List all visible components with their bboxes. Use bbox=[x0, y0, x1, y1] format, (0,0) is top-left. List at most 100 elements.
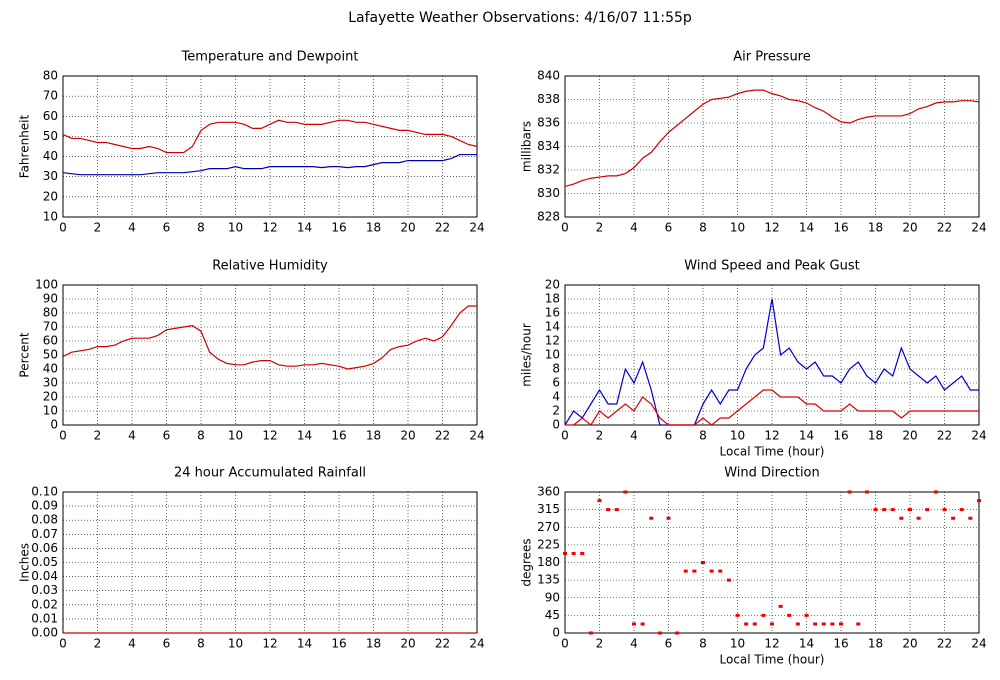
x-tick-label: 2 bbox=[596, 429, 604, 443]
data-point bbox=[813, 622, 818, 626]
x-tick-label: 24 bbox=[469, 637, 484, 651]
x-tick-label: 2 bbox=[94, 221, 102, 235]
y-tick-label: 0.08 bbox=[31, 513, 58, 527]
y-axis-label: Fahrenheit bbox=[18, 114, 32, 178]
x-tick-label: 18 bbox=[868, 429, 883, 443]
y-tick-label: 828 bbox=[537, 210, 560, 224]
y-tick-label: 315 bbox=[537, 502, 560, 516]
x-tick-label: 10 bbox=[730, 221, 745, 235]
data-point bbox=[795, 622, 800, 626]
y-tick-label: 834 bbox=[537, 139, 560, 153]
data-point bbox=[580, 551, 585, 555]
y-tick-label: 10 bbox=[43, 210, 58, 224]
x-tick-label: 12 bbox=[764, 429, 779, 443]
x-tick-label: 8 bbox=[699, 637, 707, 651]
data-point bbox=[890, 508, 895, 512]
series-line bbox=[62, 153, 477, 176]
y-tick-label: 832 bbox=[537, 163, 560, 177]
x-tick-label: 22 bbox=[937, 429, 952, 443]
y-tick-label: 135 bbox=[537, 573, 560, 587]
x-tick-label: 6 bbox=[163, 637, 171, 651]
panel-title: Wind Direction bbox=[724, 466, 820, 481]
x-tick-label: 10 bbox=[730, 429, 745, 443]
y-tick-label: 80 bbox=[43, 306, 58, 320]
y-tick-label: 838 bbox=[537, 92, 560, 106]
data-point bbox=[683, 569, 688, 573]
x-tick-label: 2 bbox=[596, 221, 604, 235]
y-tick-label: 8 bbox=[552, 362, 560, 376]
x-tick-label: 24 bbox=[971, 637, 986, 651]
data-point bbox=[606, 508, 611, 512]
x-tick-label: 2 bbox=[94, 429, 102, 443]
x-tick-label: 4 bbox=[128, 637, 136, 651]
data-point bbox=[821, 622, 826, 626]
data-point bbox=[770, 622, 774, 626]
y-tick-label: 0 bbox=[552, 626, 560, 640]
x-tick-label: 4 bbox=[128, 221, 136, 235]
series-line bbox=[62, 119, 478, 154]
x-tick-label: 12 bbox=[764, 637, 779, 651]
x-tick-label: 8 bbox=[699, 221, 707, 235]
x-tick-label: 24 bbox=[469, 221, 484, 235]
x-tick-label: 14 bbox=[297, 221, 312, 235]
data-point bbox=[632, 622, 636, 626]
x-tick-label: 22 bbox=[435, 637, 450, 651]
plot-frame bbox=[564, 75, 980, 218]
x-tick-label: 14 bbox=[297, 637, 312, 651]
y-axis-label: millibars bbox=[520, 121, 534, 172]
y-tick-label: 14 bbox=[545, 320, 560, 334]
y-tick-label: 360 bbox=[537, 485, 560, 499]
y-tick-label: 4 bbox=[552, 390, 560, 404]
x-tick-label: 20 bbox=[902, 221, 917, 235]
x-tick-label: 0 bbox=[59, 637, 67, 651]
x-tick-label: 8 bbox=[197, 429, 205, 443]
y-tick-label: 0.05 bbox=[31, 555, 58, 569]
panel-title: 24 hour Accumulated Rainfall bbox=[174, 466, 366, 481]
data-point bbox=[856, 622, 861, 626]
y-tick-label: 12 bbox=[545, 334, 560, 348]
data-point bbox=[959, 508, 964, 512]
data-point bbox=[778, 604, 783, 608]
y-tick-label: 270 bbox=[537, 520, 560, 534]
y-tick-label: 0.06 bbox=[31, 541, 58, 555]
x-tick-label: 18 bbox=[366, 637, 381, 651]
y-tick-label: 40 bbox=[43, 149, 58, 163]
data-point bbox=[899, 516, 904, 520]
data-point bbox=[804, 613, 809, 617]
data-point bbox=[718, 569, 723, 573]
x-tick-label: 10 bbox=[228, 637, 243, 651]
x-tick-label: 12 bbox=[262, 637, 277, 651]
x-tick-label: 20 bbox=[400, 429, 415, 443]
panel-title: Relative Humidity bbox=[212, 259, 328, 274]
data-point bbox=[968, 516, 973, 520]
y-tick-label: 70 bbox=[43, 89, 58, 103]
data-point bbox=[657, 631, 662, 635]
y-tick-label: 60 bbox=[43, 334, 58, 348]
x-tick-label: 18 bbox=[868, 637, 883, 651]
y-tick-label: 840 bbox=[537, 69, 560, 83]
y-tick-label: 45 bbox=[545, 608, 560, 622]
y-tick-label: 40 bbox=[43, 362, 58, 376]
x-tick-label: 6 bbox=[665, 637, 673, 651]
y-tick-label: 0.01 bbox=[31, 611, 58, 625]
y-tick-label: 0.02 bbox=[31, 597, 58, 611]
y-tick-label: 30 bbox=[43, 169, 58, 183]
x-tick-label: 10 bbox=[228, 221, 243, 235]
data-point bbox=[916, 516, 921, 520]
data-point bbox=[692, 569, 697, 573]
series-line bbox=[62, 305, 477, 370]
y-tick-label: 2 bbox=[552, 404, 560, 418]
y-tick-label: 20 bbox=[43, 189, 58, 203]
data-point bbox=[942, 508, 947, 512]
y-tick-label: 90 bbox=[43, 292, 58, 306]
x-tick-label: 20 bbox=[902, 637, 917, 651]
y-axis-label: degrees bbox=[520, 538, 534, 586]
x-tick-label: 6 bbox=[665, 429, 673, 443]
x-tick-label: 20 bbox=[400, 637, 415, 651]
data-point bbox=[839, 622, 843, 626]
y-tick-label: 60 bbox=[43, 109, 58, 123]
x-tick-label: 4 bbox=[630, 637, 638, 651]
plot-frame bbox=[564, 491, 980, 634]
x-tick-label: 4 bbox=[128, 429, 136, 443]
panel-title: Temperature and Dewpoint bbox=[181, 50, 359, 65]
